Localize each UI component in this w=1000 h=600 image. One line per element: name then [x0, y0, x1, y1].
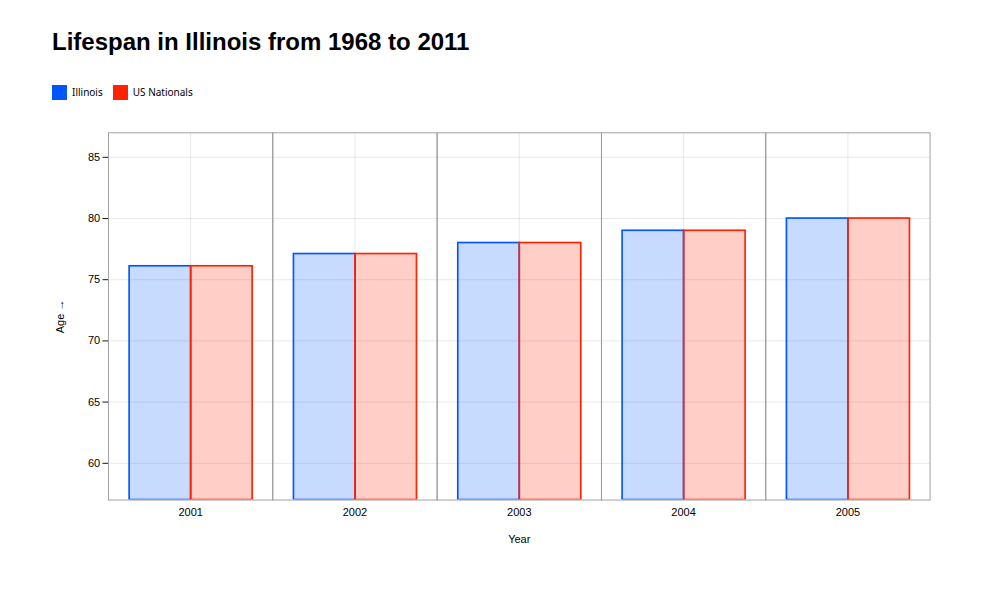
svg-text:2002: 2002 [343, 506, 367, 518]
svg-text:60: 60 [88, 457, 100, 469]
svg-text:85: 85 [88, 151, 100, 163]
html-text:US Nationals: US Nationals [132, 85, 193, 100]
svg-text:2004: 2004 [671, 506, 695, 518]
svg-text:65: 65 [88, 395, 100, 407]
svg-text:75: 75 [88, 273, 100, 285]
svg-text:2001: 2001 [178, 506, 202, 518]
svg-text:2005: 2005 [836, 506, 860, 518]
svg-text:70: 70 [88, 334, 100, 346]
svg-text:Age →: Age → [54, 299, 66, 333]
svg-text:Year: Year [508, 533, 531, 545]
svg-text:2003: 2003 [507, 506, 531, 518]
html-text:Illinois: Illinois [72, 85, 103, 100]
html-text:Lifespan in Illinois from 1968: Lifespan in Illinois from 1968 to 2011 [52, 27, 470, 55]
svg-text:80: 80 [88, 212, 100, 224]
